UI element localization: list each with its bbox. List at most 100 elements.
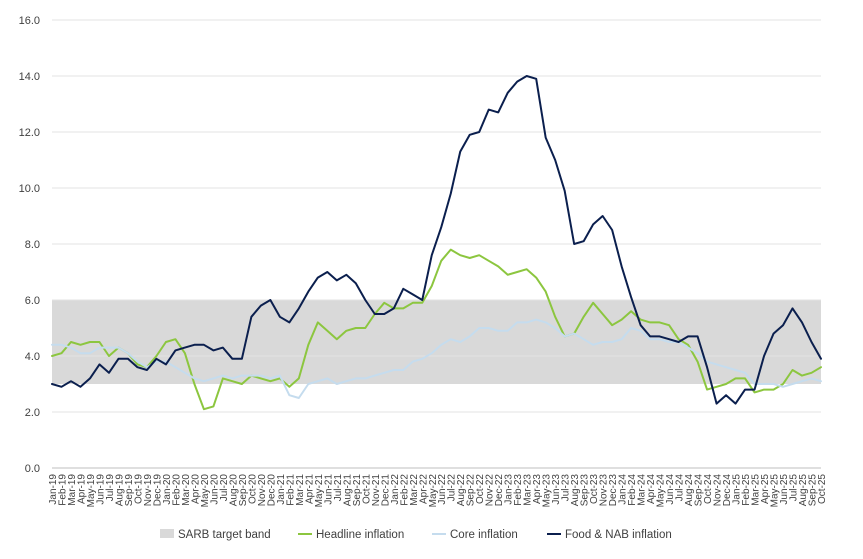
x-tick-label: Apr-24 xyxy=(646,474,657,504)
y-tick-label: 8.0 xyxy=(25,239,40,251)
x-tick-label: Nov-21 xyxy=(371,474,382,507)
x-tick-label: Sep-24 xyxy=(694,474,705,507)
x-tick-label: Oct-23 xyxy=(589,474,600,504)
x-tick-label: Jul-22 xyxy=(447,474,458,502)
x-tick-label: Apr-20 xyxy=(190,474,201,504)
x-tick-label: Jan-25 xyxy=(732,474,743,505)
x-tick-label: Aug-25 xyxy=(798,474,809,507)
x-tick-label: Nov-22 xyxy=(485,474,496,507)
x-tick-label: Mar-24 xyxy=(637,474,648,506)
y-tick-label: 0.0 xyxy=(25,463,40,475)
x-tick-label: May-22 xyxy=(428,474,439,508)
x-tick-label: Apr-22 xyxy=(418,474,429,504)
x-tick-label: Aug-21 xyxy=(342,474,353,507)
x-tick-label: Jun-21 xyxy=(323,474,334,505)
x-tick-label: Sep-22 xyxy=(466,474,477,507)
x-tick-label: Mar-22 xyxy=(409,474,420,506)
x-tick-label: Jul-19 xyxy=(105,474,116,502)
x-tick-label: Jun-24 xyxy=(665,474,676,505)
x-tick-label: Apr-19 xyxy=(76,474,87,504)
legend: SARB target band Headline inflation Core i… xyxy=(160,529,672,541)
x-tick-label: Nov-20 xyxy=(257,474,268,507)
x-tick-label: May-23 xyxy=(542,474,553,508)
x-tick-label: Apr-25 xyxy=(760,474,771,504)
x-tick-label: Jul-25 xyxy=(789,474,800,502)
x-tick-label: Nov-19 xyxy=(143,474,154,507)
x-tick-label: Jun-20 xyxy=(209,474,220,505)
x-tick-label: Nov-23 xyxy=(599,474,610,507)
x-tick-label: Apr-21 xyxy=(304,474,315,504)
x-tick-label: Oct-22 xyxy=(475,474,486,504)
x-tick-label: Feb-25 xyxy=(741,474,752,506)
legend-item: Food & NAB inflation xyxy=(547,529,672,541)
x-tick-label: Feb-21 xyxy=(285,474,296,506)
legend-item: Core inflation xyxy=(432,529,518,541)
y-tick-label: 10.0 xyxy=(19,183,40,195)
x-tick-label: Mar-19 xyxy=(67,474,78,506)
x-tick-label: Dec-22 xyxy=(494,474,505,507)
y-axis-labels: 0.0 2.0 4.0 6.0 8.0 10.0 12.0 14.0 16.0 xyxy=(19,15,40,475)
y-tick-label: 12.0 xyxy=(19,127,40,139)
x-tick-label: Aug-20 xyxy=(228,474,239,507)
legend-label: Food & NAB inflation xyxy=(565,529,672,541)
y-tick-label: 6.0 xyxy=(25,295,40,307)
x-tick-label: Mar-23 xyxy=(523,474,534,506)
x-tick-label: Feb-23 xyxy=(513,474,524,506)
x-tick-label: Aug-24 xyxy=(684,474,695,507)
gridlines xyxy=(52,19,821,469)
x-tick-label: Dec-23 xyxy=(608,474,619,507)
x-tick-label: Mar-21 xyxy=(295,474,306,506)
x-tick-label: Aug-22 xyxy=(456,474,467,507)
x-tick-label: Oct-24 xyxy=(703,474,714,504)
x-tick-label: Jun-19 xyxy=(95,474,106,505)
x-tick-label: Jan-24 xyxy=(618,474,629,505)
x-tick-label: Sep-20 xyxy=(238,474,249,507)
x-tick-label: May-19 xyxy=(86,474,97,508)
y-tick-label: 4.0 xyxy=(25,351,40,363)
legend-item: Headline inflation xyxy=(298,529,404,541)
legend-swatch-band xyxy=(160,529,174,538)
legend-label: SARB target band xyxy=(178,529,271,541)
x-tick-label: Jul-20 xyxy=(219,474,230,502)
x-tick-label: Sep-25 xyxy=(808,474,819,507)
x-tick-label: Jun-23 xyxy=(551,474,562,505)
x-tick-label: Sep-23 xyxy=(580,474,591,507)
x-tick-label: Sep-21 xyxy=(352,474,363,507)
x-tick-label: Oct-20 xyxy=(247,474,258,504)
y-tick-label: 16.0 xyxy=(19,15,40,27)
x-tick-label: Jan-19 xyxy=(48,474,59,505)
x-tick-label: Feb-20 xyxy=(171,474,182,506)
x-tick-label: Jul-21 xyxy=(333,474,344,502)
x-tick-label: Apr-23 xyxy=(532,474,543,504)
x-tick-label: Jan-21 xyxy=(276,474,287,505)
x-tick-label: Oct-21 xyxy=(361,474,372,504)
x-tick-label: May-21 xyxy=(314,474,325,508)
x-tick-label: Dec-20 xyxy=(266,474,277,507)
x-tick-label: Jul-24 xyxy=(675,474,686,502)
x-tick-label: May-24 xyxy=(656,474,667,508)
y-tick-label: 14.0 xyxy=(19,71,40,83)
x-tick-label: May-25 xyxy=(770,474,781,508)
x-tick-label: Jun-22 xyxy=(437,474,448,505)
legend-item: SARB target band xyxy=(160,529,271,541)
x-tick-label: Dec-19 xyxy=(152,474,163,507)
x-tick-label: Oct-25 xyxy=(817,474,828,504)
x-tick-label: Dec-21 xyxy=(380,474,391,507)
legend-label: Core inflation xyxy=(450,529,518,541)
x-tick-label: Aug-19 xyxy=(114,474,125,507)
x-tick-label: Jun-25 xyxy=(779,474,790,505)
x-tick-label: Feb-22 xyxy=(399,474,410,506)
x-tick-label: Aug-23 xyxy=(570,474,581,507)
series-line-food-nab-inflation xyxy=(51,75,822,405)
x-tick-label: Mar-25 xyxy=(751,474,762,506)
x-tick-label: Jan-20 xyxy=(162,474,173,505)
x-tick-label: Sep-19 xyxy=(124,474,135,507)
x-axis-labels: Jan-19Feb-19Mar-19Apr-19May-19Jun-19Jul-… xyxy=(48,474,828,508)
x-tick-label: Jan-23 xyxy=(504,474,515,505)
x-tick-label: Oct-19 xyxy=(133,474,144,504)
x-tick-label: Feb-19 xyxy=(57,474,68,506)
x-tick-label: Dec-24 xyxy=(722,474,733,507)
legend-label: Headline inflation xyxy=(316,529,404,541)
x-tick-label: Nov-24 xyxy=(713,474,724,507)
